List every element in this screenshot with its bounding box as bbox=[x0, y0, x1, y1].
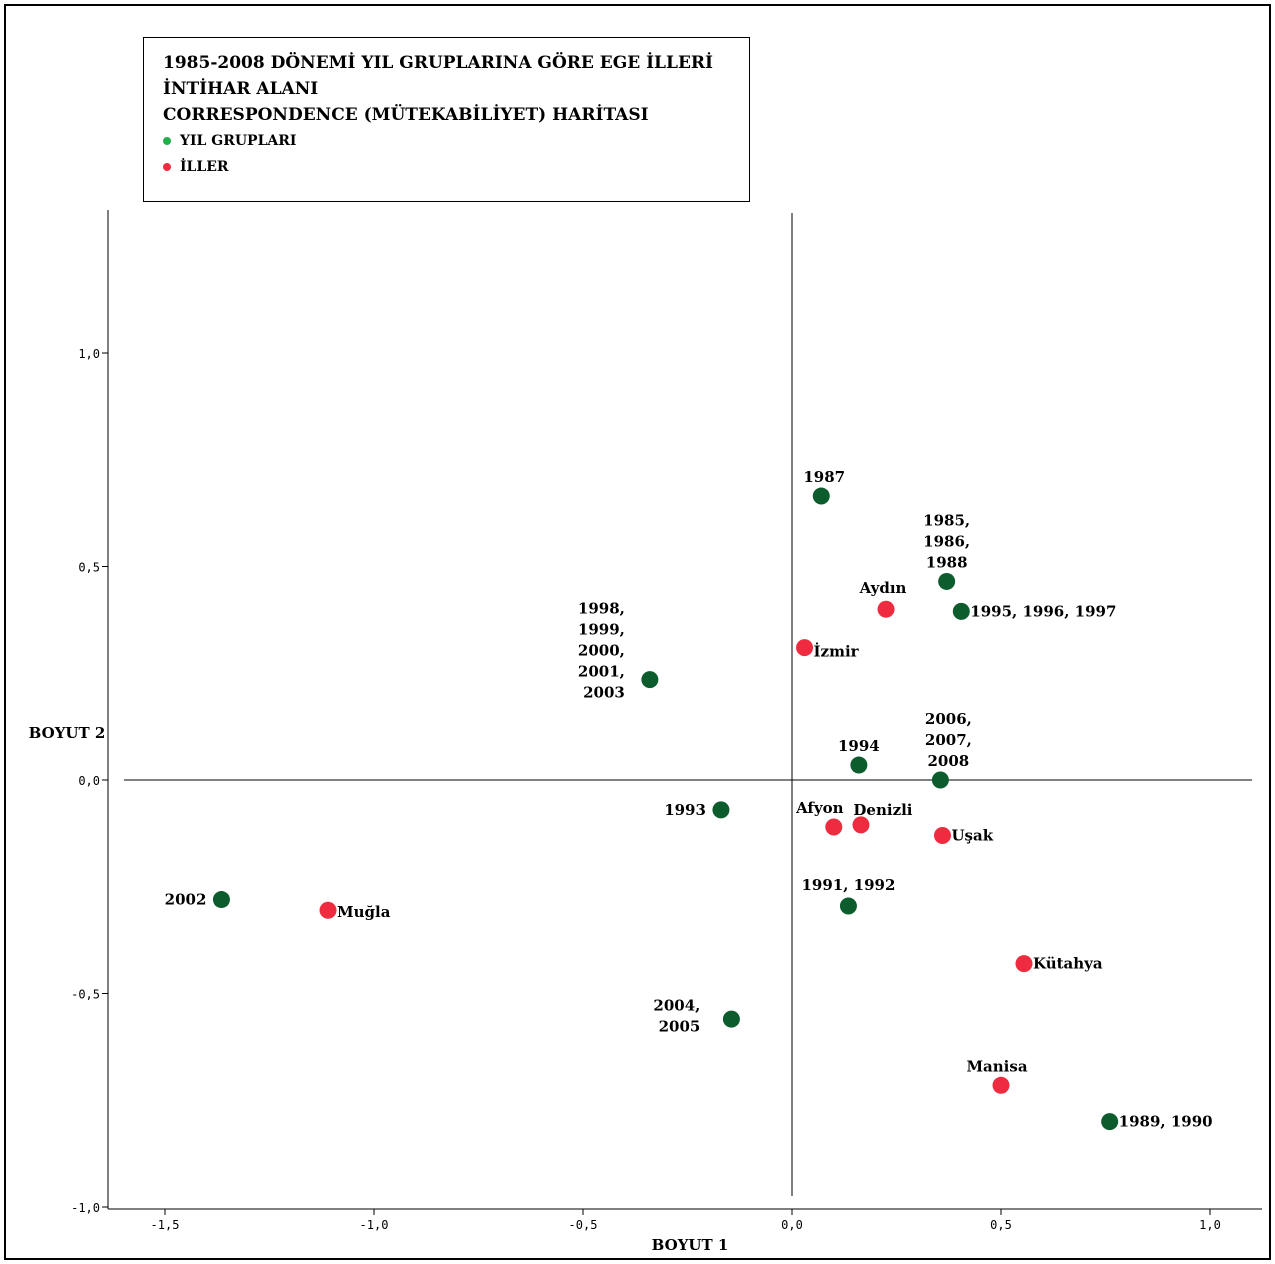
data-point-label: 1998, 1999, 2000, 2001, 2003 bbox=[578, 600, 625, 702]
data-point-label-line: Kütahya bbox=[1033, 955, 1103, 973]
data-point-label: Uşak bbox=[951, 827, 993, 845]
legend-label-iller: İLLER bbox=[180, 154, 229, 180]
y-tick-label: -1,0 bbox=[71, 1201, 100, 1215]
data-point-marker bbox=[723, 1011, 740, 1028]
data-point-label-line: 1999, bbox=[578, 621, 625, 639]
legend-entry-yil-gruplari: YIL GRUPLARI bbox=[163, 128, 749, 154]
data-point-label: Muğla bbox=[337, 903, 391, 921]
data-point-label-line: 2001, bbox=[578, 663, 625, 681]
data-point-label: Manisa bbox=[966, 1057, 1027, 1075]
data-point-label-line: Uşak bbox=[951, 827, 993, 845]
legend-label-yil-gruplari: YIL GRUPLARI bbox=[180, 128, 296, 154]
axes bbox=[108, 210, 1262, 1209]
data-point-marker bbox=[825, 818, 842, 835]
data-point-marker bbox=[1101, 1113, 1118, 1130]
data-point-label-line: 1993 bbox=[664, 801, 706, 819]
data-point-marker bbox=[641, 671, 658, 688]
x-axis-title: BOYUT 1 bbox=[652, 1236, 729, 1254]
tick-marks: -1,5 -1,0 -0,5 0,0 0,5 1,0 1,0 0,5 0,0 -0,5 -1,0 bbox=[71, 347, 1221, 1232]
data-point-label: 2006, 2007, 2008 bbox=[925, 710, 972, 770]
data-point-label-line: 2006, bbox=[925, 710, 972, 728]
data-point-label: 1991, 1992 bbox=[801, 876, 895, 894]
data-point-marker bbox=[850, 757, 867, 774]
chart-title-line-3: CORRESPONDENCE (MÜTEKABİLİYET) HARİTASI bbox=[163, 102, 749, 128]
data-point-label: Aydın bbox=[859, 579, 907, 597]
data-point-marker bbox=[878, 601, 895, 618]
data-point-label-line: 2007, bbox=[925, 731, 972, 749]
data-point-marker bbox=[320, 902, 337, 919]
data-point-label: 1995, 1996, 1997 bbox=[970, 602, 1116, 620]
data-point-label-line: 2005 bbox=[659, 1018, 701, 1036]
data-point-marker bbox=[953, 603, 970, 620]
y-axis-title: BOYUT 2 bbox=[29, 724, 106, 742]
y-tick-label: 0,0 bbox=[78, 774, 100, 788]
data-point-label: 1994 bbox=[838, 737, 880, 755]
data-point-label-line: 1988 bbox=[926, 553, 968, 571]
data-point-label: 1993 bbox=[664, 801, 706, 819]
data-point-marker bbox=[813, 488, 830, 505]
data-point-marker bbox=[934, 827, 951, 844]
data-point-label-line: Manisa bbox=[966, 1057, 1027, 1075]
data-point-marker bbox=[852, 816, 869, 833]
y-tick-label: 1,0 bbox=[78, 347, 100, 361]
data-point-label-line: Aydın bbox=[859, 579, 907, 597]
y-tick-label: -0,5 bbox=[71, 988, 100, 1002]
data-point-label-line: 1989, 1990 bbox=[1119, 1113, 1213, 1131]
data-point-label: 1989, 1990 bbox=[1119, 1113, 1213, 1131]
data-point-label-line: 1998, bbox=[578, 600, 625, 618]
data-point-label-line: 1994 bbox=[838, 737, 880, 755]
data-point-marker bbox=[932, 772, 949, 789]
data-point-marker bbox=[1015, 955, 1032, 972]
data-point-label-line: 1987 bbox=[803, 468, 845, 486]
data-point-label-line: 1985, bbox=[923, 511, 970, 529]
data-point-label-line: 1995, 1996, 1997 bbox=[970, 602, 1116, 620]
data-point-label-line: 2003 bbox=[583, 684, 625, 702]
x-tick-label: -1,0 bbox=[360, 1218, 389, 1232]
data-point-label: 2002 bbox=[165, 891, 207, 909]
data-point-label: Denizli bbox=[853, 801, 912, 819]
data-point-label-line: 2000, bbox=[578, 642, 625, 660]
data-point-label-line: 2008 bbox=[928, 752, 970, 770]
data-point-marker bbox=[796, 639, 813, 656]
data-point-label-line: 2004, bbox=[653, 997, 700, 1015]
legend-marker-yil-gruplari bbox=[163, 137, 171, 145]
data-point-label: Kütahya bbox=[1033, 955, 1103, 973]
data-point-label-line: İzmir bbox=[814, 642, 860, 661]
x-tick-label: 1,0 bbox=[1199, 1218, 1221, 1232]
x-tick-label: 0,5 bbox=[990, 1218, 1012, 1232]
y-tick-label: 0,5 bbox=[78, 561, 100, 575]
legend-marker-iller bbox=[163, 163, 171, 171]
x-tick-label: -0,5 bbox=[569, 1218, 598, 1232]
data-point-marker bbox=[213, 891, 230, 908]
x-tick-label: 0,0 bbox=[781, 1218, 803, 1232]
data-point-label: İzmir bbox=[814, 642, 860, 661]
data-point-label-line: Denizli bbox=[853, 801, 912, 819]
data-point-label: 1985, 1986, 1988 bbox=[923, 511, 970, 571]
chart-title-line-2: İNTİHAR ALANI bbox=[163, 76, 749, 102]
data-point-label-line: 1991, 1992 bbox=[801, 876, 895, 894]
data-point-label: 2004, 2005 bbox=[653, 997, 700, 1036]
data-point-label-line: Afyon bbox=[795, 799, 844, 817]
chart-title-line-1: 1985-2008 DÖNEMİ YIL GRUPLARINA GÖRE EGE… bbox=[163, 50, 749, 76]
legend-entry-iller: İLLER bbox=[163, 154, 749, 180]
data-point-label: Afyon bbox=[795, 799, 844, 817]
data-point-label-line: 1986, bbox=[923, 532, 970, 550]
data-point-marker bbox=[938, 573, 955, 590]
data-point-marker bbox=[840, 897, 857, 914]
data-point-label-line: 2002 bbox=[165, 891, 207, 909]
data-point-marker bbox=[712, 801, 729, 818]
legend-box: 1985-2008 DÖNEMİ YIL GRUPLARINA GÖRE EGE… bbox=[143, 37, 750, 202]
data-point-label-line: Muğla bbox=[337, 903, 391, 921]
data-point-marker bbox=[993, 1077, 1010, 1094]
data-point-label: 1987 bbox=[803, 468, 845, 486]
x-tick-label: -1,5 bbox=[151, 1218, 180, 1232]
